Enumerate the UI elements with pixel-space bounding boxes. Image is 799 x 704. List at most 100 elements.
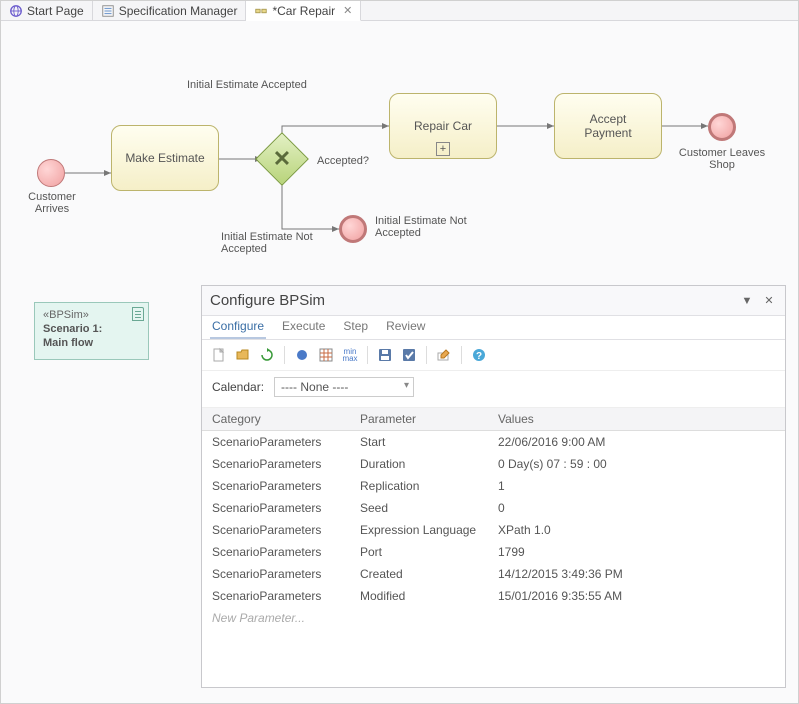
table-cell: XPath 1.0	[498, 523, 775, 537]
task-repair-car[interactable]: Repair Car +	[389, 93, 497, 159]
table-row[interactable]: ScenarioParametersExpression LanguageXPa…	[202, 519, 785, 541]
flow-label-accepted: Initial Estimate Accepted	[187, 79, 307, 91]
table-cell: ScenarioParameters	[212, 523, 360, 537]
calendar-value: ---- None ----	[281, 380, 348, 394]
gateway-label: Accepted?	[317, 155, 369, 167]
col-parameter[interactable]: Parameter	[360, 412, 498, 426]
table-cell: 14/12/2015 3:49:36 PM	[498, 567, 775, 581]
panel-tab-execute[interactable]: Execute	[280, 315, 327, 339]
save-icon[interactable]	[376, 346, 394, 364]
table-cell: Duration	[360, 457, 498, 471]
table-row[interactable]: ScenarioParametersPort1799	[202, 541, 785, 563]
panel-titlebar[interactable]: Configure BPSim ▼ ✕	[202, 286, 785, 316]
task-label: AcceptPayment	[584, 112, 631, 140]
svg-text:?: ?	[476, 351, 482, 362]
table-cell: Created	[360, 567, 498, 581]
table-cell: 1799	[498, 545, 775, 559]
globe-icon	[9, 4, 23, 18]
table-cell: Expression Language	[360, 523, 498, 537]
new-parameter-row[interactable]: New Parameter...	[202, 607, 785, 629]
close-icon[interactable]: ✕	[343, 4, 352, 17]
calendar-combo[interactable]: ---- None ----	[274, 377, 414, 397]
table-cell: ScenarioParameters	[212, 589, 360, 603]
end-label: Customer LeavesShop	[677, 147, 767, 171]
end-event-reject[interactable]	[339, 215, 367, 243]
table-row[interactable]: ScenarioParametersStart22/06/2016 9:00 A…	[202, 431, 785, 453]
edit-icon[interactable]	[435, 346, 453, 364]
table-row[interactable]: ScenarioParametersReplication1	[202, 475, 785, 497]
run-icon[interactable]	[293, 346, 311, 364]
tab-label: Start Page	[27, 4, 84, 18]
note-stereotype: «BPSim»	[43, 309, 140, 321]
open-icon[interactable]	[234, 346, 252, 364]
end-reject-label: Initial Estimate NotAccepted	[375, 215, 495, 239]
table-row[interactable]: ScenarioParametersModified15/01/2016 9:3…	[202, 585, 785, 607]
start-event[interactable]	[37, 159, 65, 187]
task-make-estimate[interactable]: Make Estimate	[111, 125, 219, 191]
table-cell: 0 Day(s) 07 : 59 : 00	[498, 457, 775, 471]
table-cell: Port	[360, 545, 498, 559]
panel-tab-review[interactable]: Review	[384, 315, 427, 339]
close-icon[interactable]: ✕	[761, 294, 777, 307]
panel-tab-configure[interactable]: Configure	[210, 315, 266, 339]
start-label: CustomerArrives	[7, 191, 97, 215]
table-cell: ScenarioParameters	[212, 457, 360, 471]
table-row[interactable]: ScenarioParametersSeed0	[202, 497, 785, 519]
flow-label-not-accepted: Initial Estimate NotAccepted	[221, 231, 331, 255]
table-cell: ScenarioParameters	[212, 545, 360, 559]
col-category[interactable]: Category	[212, 412, 360, 426]
tab-start-page[interactable]: Start Page	[1, 1, 93, 20]
x-icon: ✕	[263, 140, 301, 178]
tab-label: *Car Repair	[272, 4, 335, 18]
parameter-grid[interactable]: Category Parameter Values ScenarioParame…	[202, 408, 785, 687]
table-cell: ScenarioParameters	[212, 567, 360, 581]
panel-tabs: Configure Execute Step Review	[202, 316, 785, 340]
end-event-leave[interactable]	[708, 113, 736, 141]
table-cell: 0	[498, 501, 775, 515]
table-cell: ScenarioParameters	[212, 479, 360, 493]
table-cell: 1	[498, 479, 775, 493]
dropdown-icon[interactable]: ▼	[739, 295, 755, 307]
diagram-icon	[254, 4, 268, 18]
bpsim-panel: Configure BPSim ▼ ✕ Configure Execute St…	[201, 285, 786, 688]
task-label: Repair Car	[414, 119, 472, 133]
task-accept-payment[interactable]: AcceptPayment	[554, 93, 662, 159]
note-icon	[132, 307, 144, 321]
table-cell: Replication	[360, 479, 498, 493]
new-icon[interactable]	[210, 346, 228, 364]
help-icon[interactable]: ?	[470, 346, 488, 364]
calendar-row: Calendar: ---- None ----	[202, 371, 785, 408]
table-cell: 15/01/2016 9:35:55 AM	[498, 589, 775, 603]
refresh-icon[interactable]	[258, 346, 276, 364]
list-icon	[101, 4, 115, 18]
note-title: Scenario 1:	[43, 323, 140, 335]
tab-spec-manager[interactable]: Specification Manager	[93, 1, 247, 20]
save-check-icon[interactable]	[400, 346, 418, 364]
tabbar: Start Page Specification Manager *Car Re…	[1, 1, 798, 21]
table-cell: 22/06/2016 9:00 AM	[498, 435, 775, 449]
grid-header: Category Parameter Values	[202, 408, 785, 431]
panel-title: Configure BPSim	[210, 292, 325, 309]
note-subtitle: Main flow	[43, 337, 140, 349]
diagram-canvas[interactable]: CustomerArrives Make Estimate ✕ Accepted…	[1, 21, 798, 281]
table-cell: Start	[360, 435, 498, 449]
col-values[interactable]: Values	[498, 412, 775, 426]
minmax-icon[interactable]: minmax	[341, 346, 359, 364]
grid-icon[interactable]	[317, 346, 335, 364]
calendar-label: Calendar:	[212, 380, 264, 394]
tab-label: Specification Manager	[119, 4, 238, 18]
gateway-accepted[interactable]: ✕	[263, 140, 301, 178]
table-cell: ScenarioParameters	[212, 435, 360, 449]
subprocess-marker-icon: +	[436, 142, 450, 156]
table-row[interactable]: ScenarioParametersDuration0 Day(s) 07 : …	[202, 453, 785, 475]
tab-car-repair[interactable]: *Car Repair ✕	[246, 1, 361, 21]
table-cell: Modified	[360, 589, 498, 603]
panel-toolbar: minmax ?	[202, 340, 785, 371]
table-cell: ScenarioParameters	[212, 501, 360, 515]
panel-tab-step[interactable]: Step	[341, 315, 370, 339]
table-row[interactable]: ScenarioParametersCreated14/12/2015 3:49…	[202, 563, 785, 585]
table-cell: Seed	[360, 501, 498, 515]
bpsim-note[interactable]: «BPSim» Scenario 1: Main flow	[34, 302, 149, 360]
task-label: Make Estimate	[125, 151, 204, 165]
placeholder-text: New Parameter...	[212, 611, 360, 625]
